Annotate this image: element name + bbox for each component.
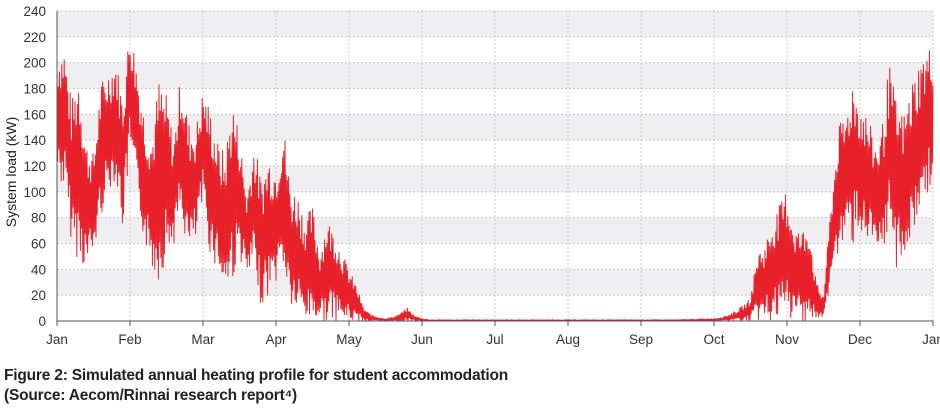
x-tick-labels: Jan Feb Mar Apr May Jun Jul Aug Sep Oct Nov Dec Jan xyxy=(46,332,940,347)
y-tick-label-240: 240 xyxy=(23,4,46,19)
y-tick-label-100: 100 xyxy=(23,185,46,200)
figure-caption-source: (Source: Aecom/Rinnai research report⁴) xyxy=(4,387,298,404)
y-tick-label-80: 80 xyxy=(31,211,46,226)
series-system-load xyxy=(56,50,934,322)
series-line-system-load xyxy=(56,50,934,322)
x-tick-label-9: Oct xyxy=(703,332,724,347)
x-tick-label-5: Jun xyxy=(411,332,433,347)
y-tick-label-220: 220 xyxy=(23,30,46,45)
y-tick-label-160: 160 xyxy=(23,107,46,122)
y-tick-label-40: 40 xyxy=(31,262,46,277)
x-tick-label-3: Apr xyxy=(265,332,287,347)
x-tick-label-11: Dec xyxy=(848,332,872,347)
y-tick-label-0: 0 xyxy=(38,314,46,329)
x-tick-label-8: Sep xyxy=(629,332,653,347)
x-tick-label-4: May xyxy=(336,332,362,347)
heating-profile-chart: 0 20 40 60 80 100 120 140 160 180 200 220 240 Jan Feb… xyxy=(3,4,940,347)
x-tick-label-7: Aug xyxy=(556,332,580,347)
x-tick-label-12: Jan xyxy=(922,332,940,347)
x-tick-label-10: Nov xyxy=(775,332,799,347)
y-tick-label-180: 180 xyxy=(23,82,46,97)
x-tick-label-6: Jul xyxy=(486,332,503,347)
x-tick-label-2: Mar xyxy=(191,332,215,347)
x-tick-label-0: Jan xyxy=(46,332,68,347)
x-tick-label-1: Feb xyxy=(118,332,141,347)
y-tick-label-140: 140 xyxy=(23,133,46,148)
y-axis-label: System load (kW) xyxy=(3,117,19,227)
y-tick-label-20: 20 xyxy=(31,288,46,303)
y-tick-label-200: 200 xyxy=(23,56,46,71)
y-tick-labels: 0 20 40 60 80 100 120 140 160 180 200 220 240 xyxy=(23,4,46,329)
axes xyxy=(56,11,934,326)
y-tick-label-60: 60 xyxy=(31,237,46,252)
figure-caption-title: Figure 2: Simulated annual heating profi… xyxy=(4,367,508,384)
y-tick-label-120: 120 xyxy=(23,159,46,174)
